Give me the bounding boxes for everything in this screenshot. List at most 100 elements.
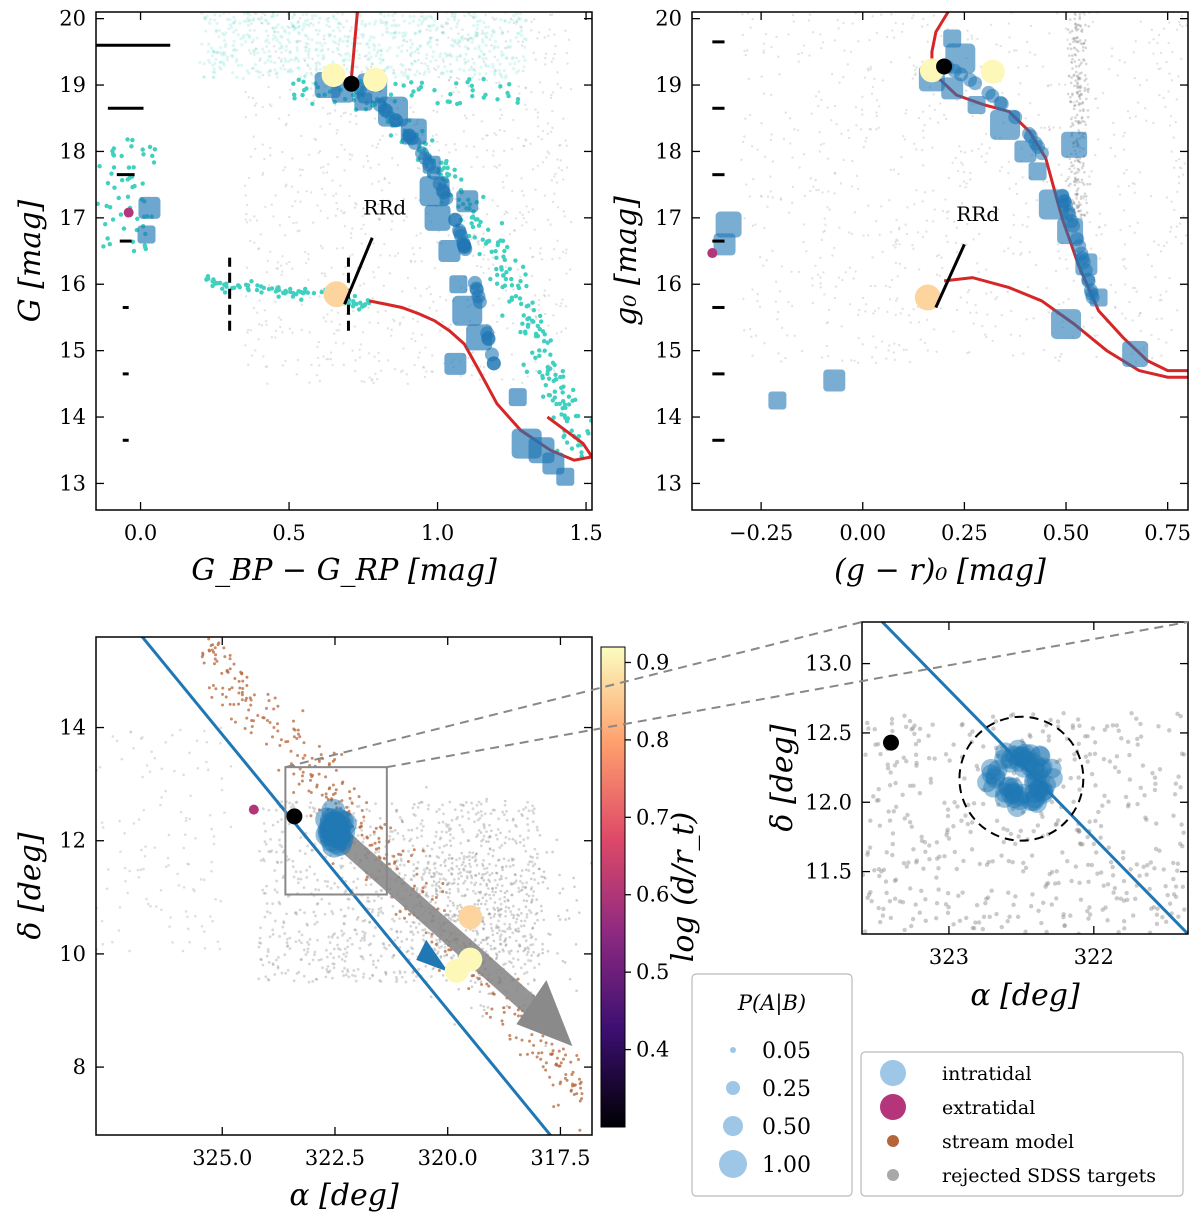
background-star xyxy=(909,321,912,324)
gaia-star-faint xyxy=(292,12,296,16)
rejected-target xyxy=(441,820,445,824)
background-star xyxy=(937,253,941,257)
rejected-target xyxy=(494,886,498,890)
rrd-pointer xyxy=(934,243,966,309)
background-star xyxy=(892,244,895,247)
background-star xyxy=(874,346,878,349)
gaia-star-hb xyxy=(276,294,281,299)
rejected-target xyxy=(494,833,498,837)
background-star xyxy=(391,157,394,160)
rejected-target xyxy=(220,777,224,780)
disk-star xyxy=(1066,28,1070,31)
background-star xyxy=(935,273,939,276)
gaia-star-faint xyxy=(496,45,500,49)
rejected-target xyxy=(493,878,497,882)
background-star xyxy=(744,53,747,57)
gaia-star-rgb xyxy=(537,326,542,332)
background-star xyxy=(1064,27,1068,30)
background-star xyxy=(1124,267,1128,270)
background-star xyxy=(491,16,494,20)
background-star xyxy=(250,22,253,25)
background-star xyxy=(1170,79,1174,82)
background-star xyxy=(279,318,283,321)
rejected-target xyxy=(524,849,528,853)
background-star xyxy=(975,311,978,314)
disk-star xyxy=(1066,177,1070,181)
background-star xyxy=(871,356,874,359)
gaia-star-faint xyxy=(297,24,302,28)
background-star xyxy=(836,19,839,22)
background-star xyxy=(1000,165,1004,169)
background-star xyxy=(1054,269,1058,273)
rejected-target xyxy=(450,861,454,865)
background-star xyxy=(825,344,829,348)
rejected-target xyxy=(487,992,491,996)
rejected-target xyxy=(440,872,443,876)
background-star xyxy=(420,61,423,65)
gaia-star-faint xyxy=(211,75,215,79)
gaia-star-rgb xyxy=(476,223,482,228)
background-star xyxy=(568,268,572,271)
rejected-target xyxy=(111,940,114,944)
rejected-target xyxy=(479,1004,482,1007)
background-star xyxy=(802,240,805,244)
background-star xyxy=(780,265,784,268)
gaia-star-rgb xyxy=(502,248,507,254)
rejected-target xyxy=(558,873,561,877)
rejected-target xyxy=(557,914,560,918)
gaia-star-faint xyxy=(430,36,434,40)
background-star xyxy=(244,344,247,347)
disk-star xyxy=(1070,54,1074,57)
rejected-target xyxy=(449,956,453,960)
rejected-target xyxy=(536,954,540,958)
background-star xyxy=(844,271,847,274)
background-star xyxy=(308,296,312,299)
rejected-target xyxy=(438,946,441,949)
gaia-star-rgb xyxy=(560,390,565,395)
rrd-label: RRd xyxy=(956,202,999,226)
rejected-target xyxy=(511,882,515,886)
gaia-star-faint xyxy=(427,70,431,74)
rejected-target xyxy=(526,863,530,866)
background-star xyxy=(378,138,382,142)
rejected-target xyxy=(508,829,511,833)
rejected-target xyxy=(503,939,507,942)
rejected-target xyxy=(390,802,394,806)
background-star xyxy=(857,337,860,340)
rejected-target xyxy=(498,929,501,932)
rejected-target xyxy=(497,908,500,912)
background-star xyxy=(330,320,333,323)
rejected-target xyxy=(186,862,189,866)
disk-star xyxy=(1079,213,1083,216)
rejected-target xyxy=(429,975,433,978)
background-star xyxy=(558,257,561,260)
background-star xyxy=(921,60,924,63)
background-star xyxy=(368,201,371,204)
gaia-star-faint xyxy=(474,14,478,19)
rejected-target xyxy=(202,878,206,882)
rejected-target xyxy=(100,919,104,923)
rejected-target xyxy=(564,918,568,921)
background-star xyxy=(875,114,878,118)
background-star xyxy=(871,256,874,259)
gaia-star-faint xyxy=(242,33,246,38)
rejected-target xyxy=(522,949,526,953)
rejected-target xyxy=(501,929,504,933)
disk-star xyxy=(1084,77,1088,81)
background-star xyxy=(1133,231,1136,235)
rejected-target xyxy=(503,799,507,803)
rejected-target xyxy=(188,817,192,821)
background-star xyxy=(862,234,865,237)
background-star xyxy=(826,157,830,160)
gaia-star-faint xyxy=(472,23,476,28)
gaia-star-rgb xyxy=(525,324,531,329)
gaia-star-sgb xyxy=(469,83,475,88)
rejected-target xyxy=(481,896,485,900)
gaia-star-hb xyxy=(205,274,211,279)
gaia-star-faint xyxy=(266,58,270,62)
disk-star xyxy=(1069,161,1073,164)
rejected-target xyxy=(412,863,416,866)
background-star xyxy=(433,267,437,270)
background-star xyxy=(1177,181,1181,185)
rejected-target xyxy=(432,966,436,970)
